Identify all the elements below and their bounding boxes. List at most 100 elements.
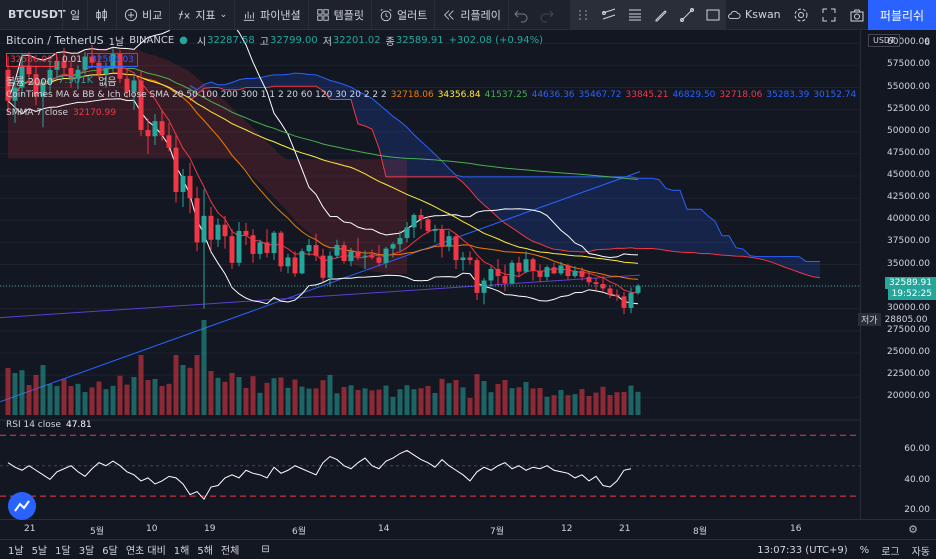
publish-button[interactable]: 퍼블리쉬	[868, 0, 936, 30]
range-button[interactable]: 5해	[197, 546, 213, 557]
high-value: 32799.00	[270, 35, 318, 46]
range-button[interactable]: 연초 대비	[125, 546, 166, 557]
range-button[interactable]: 3달	[78, 546, 95, 557]
volume-bar	[488, 392, 494, 415]
volume-bar	[12, 373, 18, 415]
auto-toggle[interactable]: 자동	[911, 546, 930, 558]
candle-body	[229, 236, 235, 263]
candle-body	[565, 265, 571, 277]
logo-mark-icon	[14, 500, 30, 512]
volume-bar	[61, 379, 67, 415]
volume-bar	[236, 377, 242, 415]
candle	[152, 114, 158, 146]
ma-50-line	[7, 72, 639, 264]
candle-body	[621, 296, 627, 308]
templates-button[interactable]: 템플릿	[307, 0, 371, 30]
candle-body	[215, 224, 221, 240]
pine-button[interactable]: 파이낸셜	[234, 0, 307, 30]
range-button[interactable]: 1달	[55, 546, 71, 557]
price-tick: 25000.00	[887, 347, 930, 358]
log-toggle[interactable]: 로그	[881, 546, 900, 558]
main-chart[interactable]	[0, 30, 860, 519]
indicators-button[interactable]: 지표 ⌄	[169, 0, 234, 30]
ma-value: 46829.50	[672, 90, 716, 100]
candle	[19, 53, 25, 97]
ma-label[interactable]: CoinTimes MA & BB & Ich close SMA 20 50 …	[6, 90, 387, 100]
candle-body	[432, 229, 438, 231]
bollinger-lower	[7, 98, 639, 305]
bollinger-upper	[7, 30, 639, 258]
rectangle-tool[interactable]	[700, 0, 726, 30]
candle	[208, 207, 214, 252]
candle	[558, 261, 564, 276]
volume-bar	[166, 383, 172, 415]
range-button[interactable]: 전체	[220, 546, 240, 557]
drag-handle[interactable]	[570, 0, 596, 30]
candle-body	[68, 68, 74, 79]
symbol-search[interactable]: BTCUSDT	[8, 8, 66, 21]
volume-bar	[628, 385, 634, 415]
range-button[interactable]: 6달	[102, 546, 118, 557]
interval-button[interactable]: 일	[62, 0, 87, 30]
candle	[159, 109, 165, 141]
range-button[interactable]: 5날	[31, 546, 48, 557]
snapshot-button[interactable]	[844, 0, 870, 30]
replay-button[interactable]: 리플레이	[434, 0, 507, 30]
price-axis[interactable]: 6 60000.00 57500.00 55000.00 52500.00 50000.0…	[858, 30, 936, 519]
smma-label[interactable]: SMMA 7 close	[6, 108, 69, 118]
user-menu[interactable]: Kswan	[720, 0, 788, 30]
volume-label[interactable]: 볼륨 2000	[6, 77, 54, 88]
alert-button[interactable]: 얼러트	[371, 0, 434, 30]
percent-toggle[interactable]: %	[859, 544, 870, 556]
settings-button[interactable]	[788, 0, 814, 30]
currency-badge[interactable]: USDT	[868, 34, 900, 47]
candle	[425, 215, 431, 234]
candle-body	[180, 176, 186, 192]
ask-price[interactable]: 32586.03	[87, 53, 138, 67]
redo-button[interactable]	[534, 0, 560, 30]
low-label: 저	[322, 37, 332, 48]
alarm-clock-icon	[380, 8, 392, 21]
tradingview-logo[interactable]	[8, 492, 36, 520]
legend-interval: 1날	[108, 37, 125, 48]
ruler-tool[interactable]	[674, 0, 700, 30]
rsi-label[interactable]: RSI 14 close	[6, 420, 61, 430]
candle-body	[558, 265, 564, 274]
volume-bar	[292, 379, 298, 415]
volume-bar	[579, 389, 585, 415]
symbol-title[interactable]: Bitcoin / TetherUS	[6, 34, 104, 47]
candle	[138, 71, 144, 137]
range-button[interactable]: 1날	[8, 546, 24, 557]
candle	[173, 133, 179, 203]
candle	[411, 213, 417, 238]
range-button[interactable]: 1해	[173, 546, 190, 557]
fib-tool[interactable]	[622, 0, 648, 30]
candle-body	[446, 236, 452, 247]
ma-value: 34356.84	[437, 90, 481, 100]
calendar-icon[interactable]: ⊟	[261, 544, 270, 555]
bid-ask-legend: 32586.02 0.01 32586.03	[6, 53, 138, 67]
candle-body	[33, 74, 39, 97]
bid-price[interactable]: 32586.02	[6, 53, 57, 67]
candle-body	[159, 121, 165, 136]
fullscreen-button[interactable]	[816, 0, 842, 30]
time-axis[interactable]: ⚙ 21 5월 10 19 6월 14 7월 12 21 8월 16	[0, 519, 936, 539]
undo-button[interactable]	[507, 0, 534, 30]
candle	[278, 230, 284, 272]
candles-icon	[96, 8, 107, 21]
candle	[250, 229, 256, 263]
brush-tool[interactable]	[648, 0, 674, 30]
volume-bar	[110, 385, 116, 415]
trendline-tool[interactable]	[596, 0, 622, 30]
smma-value: 32170.99	[73, 108, 116, 118]
volume-bar	[635, 391, 641, 415]
volume-bar	[383, 385, 389, 415]
candle	[341, 241, 347, 264]
candle	[194, 186, 200, 252]
gear-icon[interactable]: ⚙	[908, 523, 918, 536]
chart-type-button[interactable]	[87, 0, 116, 30]
clock[interactable]: 13:07:33 (UTC+9)	[757, 544, 848, 556]
candle	[54, 56, 60, 79]
volume-bar	[124, 384, 130, 415]
compare-button[interactable]: 비교	[116, 0, 169, 30]
